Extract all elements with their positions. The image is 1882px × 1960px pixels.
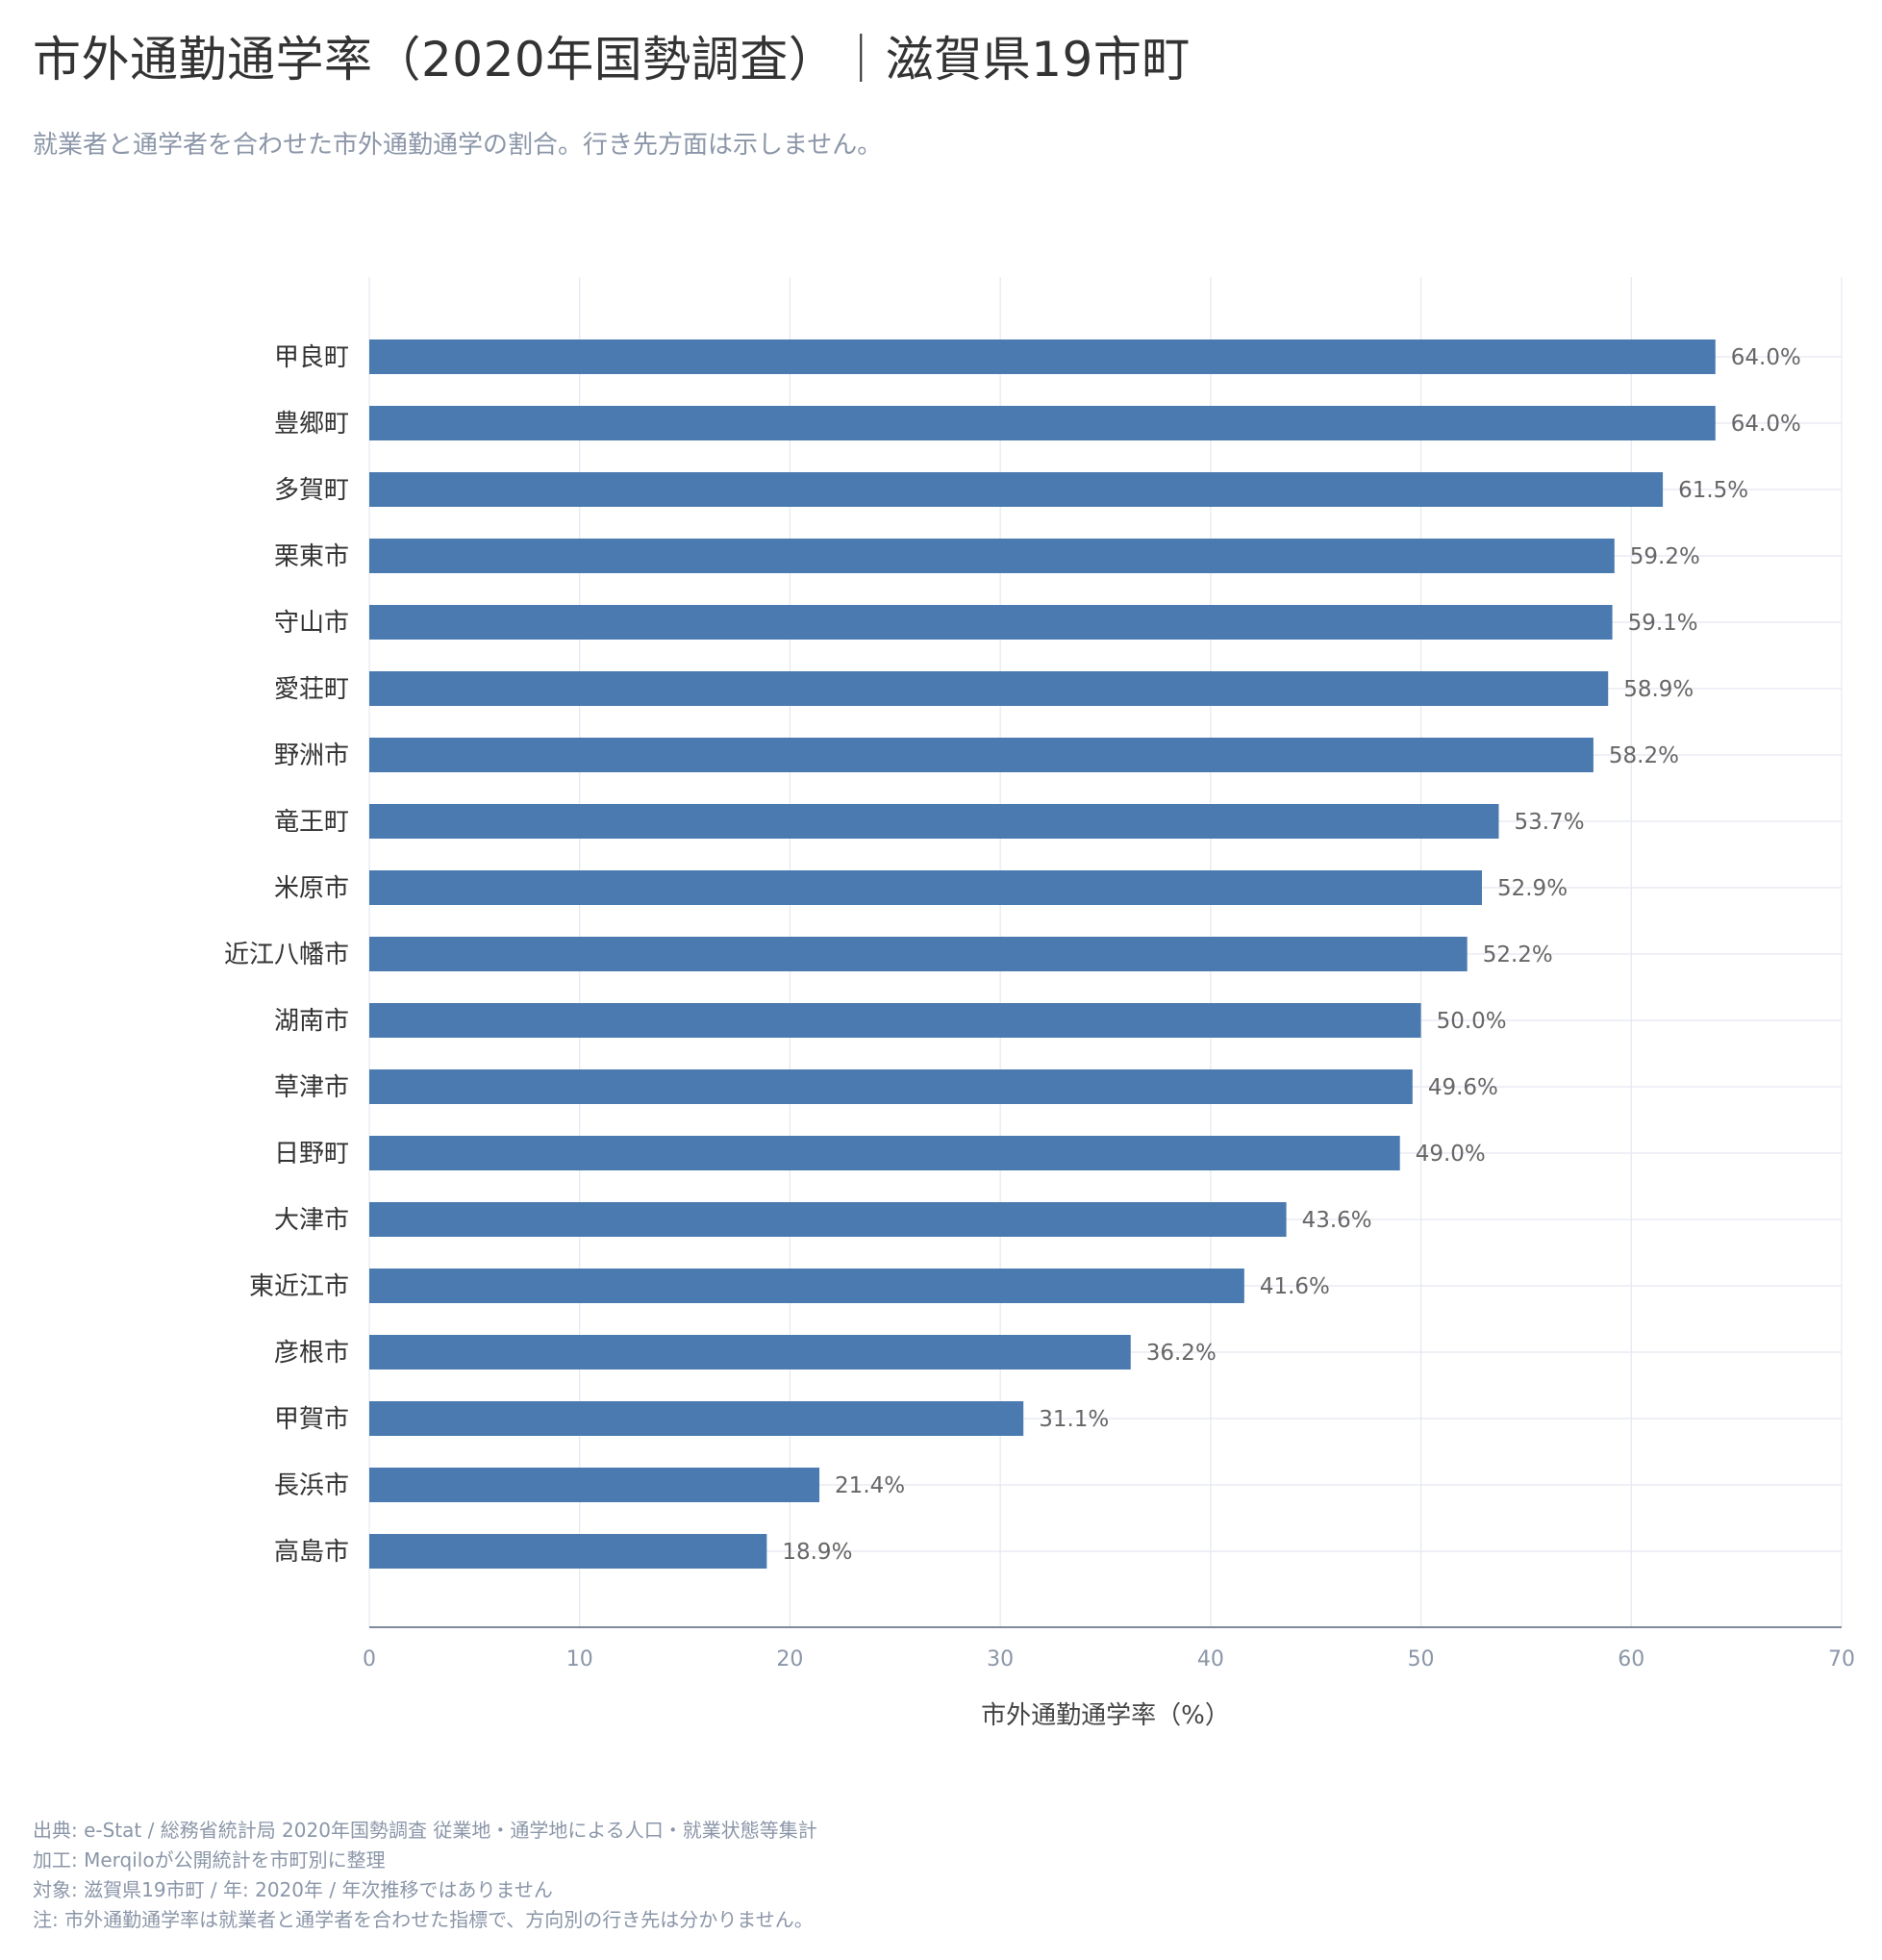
value-label: 52.2%: [1483, 942, 1553, 967]
category-label: 東近江市: [249, 1272, 349, 1301]
value-label: 58.9%: [1623, 677, 1694, 702]
bar: [369, 1069, 1413, 1104]
category-label: 竜王町: [274, 808, 349, 837]
value-label: 49.0%: [1416, 1142, 1486, 1167]
value-label: 21.4%: [835, 1473, 905, 1498]
category-label: 栗東市: [274, 542, 349, 571]
footer-notes: 出典: e-Stat / 総務省統計局 2020年国勢調査 従業地・通学地による…: [33, 1816, 817, 1935]
x-tick-label: 40: [1197, 1647, 1224, 1671]
value-label: 41.6%: [1260, 1274, 1330, 1299]
bar: [369, 1136, 1400, 1170]
bar: [369, 937, 1468, 971]
x-tick-label: 10: [566, 1647, 593, 1671]
value-label: 59.1%: [1628, 611, 1698, 636]
category-label: 豊郷町: [274, 410, 349, 439]
value-label: 43.6%: [1302, 1208, 1372, 1233]
category-label: 高島市: [274, 1538, 349, 1567]
category-label: 甲賀市: [274, 1405, 349, 1434]
category-label: 近江八幡市: [224, 941, 349, 969]
category-label: 甲良町: [274, 343, 349, 372]
footer-note: 注: 市外通勤通学率は就業者と通学者を合わせた指標で、方向別の行き先は分かりませ…: [33, 1908, 814, 1931]
bar: [369, 1003, 1421, 1038]
category-label: 長浜市: [274, 1471, 349, 1500]
category-label: 米原市: [274, 874, 349, 903]
footer-scope: 対象: 滋賀県19市町 / 年: 2020年 / 年次推移ではありません: [33, 1878, 553, 1901]
category-label: 愛荘町: [274, 675, 349, 704]
category-label: 彦根市: [274, 1339, 349, 1368]
bar: [369, 870, 1482, 905]
bar: [369, 1269, 1244, 1303]
bar: [369, 804, 1499, 839]
category-label: 大津市: [274, 1206, 349, 1235]
bar-chart: 甲良町豊郷町多賀町栗東市守山市愛荘町野洲市竜王町米原市近江八幡市湖南市草津市日野…: [224, 277, 1855, 1730]
value-label: 53.7%: [1514, 810, 1584, 835]
value-label: 49.6%: [1428, 1075, 1498, 1100]
bar: [369, 339, 1716, 374]
x-tick-label: 60: [1618, 1647, 1644, 1671]
bar: [369, 1202, 1287, 1237]
category-label: 草津市: [274, 1073, 349, 1102]
value-label: 36.2%: [1146, 1341, 1217, 1366]
value-label: 18.9%: [782, 1540, 852, 1565]
x-tick-label: 30: [987, 1647, 1014, 1671]
bar: [369, 1534, 767, 1569]
bar: [369, 406, 1716, 440]
value-label: 64.0%: [1731, 412, 1801, 437]
bar: [369, 539, 1615, 573]
value-label: 58.2%: [1609, 743, 1679, 768]
bar: [369, 1468, 820, 1502]
category-label: 多賀町: [274, 476, 349, 505]
bar: [369, 1401, 1024, 1436]
value-label: 64.0%: [1731, 345, 1801, 370]
x-tick-labels: 0 10 20 30 40 50 60 70: [363, 1647, 1855, 1671]
value-label: 52.9%: [1497, 876, 1568, 901]
bar: [369, 1335, 1131, 1369]
x-tick-label: 50: [1408, 1647, 1435, 1671]
footer-processing: 加工: Merqiloが公開統計を市町別に整理: [33, 1848, 386, 1872]
category-label: 守山市: [274, 609, 349, 638]
category-label: 湖南市: [274, 1007, 349, 1036]
x-axis-title: 市外通勤通学率（%）: [981, 1701, 1230, 1730]
chart-title: 市外通勤通学率（2020年国勢調査）｜滋賀県19市町: [33, 32, 1191, 88]
x-tick-label: 70: [1828, 1647, 1855, 1671]
bar: [369, 671, 1609, 706]
category-label: 日野町: [274, 1140, 349, 1168]
value-label: 50.0%: [1437, 1009, 1507, 1034]
bar: [369, 605, 1613, 640]
value-label: 59.2%: [1630, 544, 1700, 569]
bars: [369, 339, 1716, 1569]
value-label: 61.5%: [1678, 478, 1748, 503]
category-label: 野洲市: [274, 741, 349, 770]
x-tick-label: 20: [776, 1647, 803, 1671]
x-tick-label: 0: [363, 1647, 376, 1671]
bar: [369, 472, 1664, 507]
value-label: 31.1%: [1039, 1407, 1109, 1432]
value-labels: 64.0% 64.0% 61.5% 59.2% 59.1% 58.9% 58.2% 53.7%…: [782, 345, 1800, 1565]
bar: [369, 738, 1593, 772]
category-labels: 甲良町豊郷町多賀町栗東市守山市愛荘町野洲市竜王町米原市近江八幡市湖南市草津市日野…: [224, 343, 349, 1567]
footer-source: 出典: e-Stat / 総務省統計局 2020年国勢調査 従業地・通学地による…: [33, 1819, 817, 1842]
chart-subtitle: 就業者と通学者を合わせた市外通勤通学の割合。行き先方面は示しません。: [33, 131, 883, 160]
